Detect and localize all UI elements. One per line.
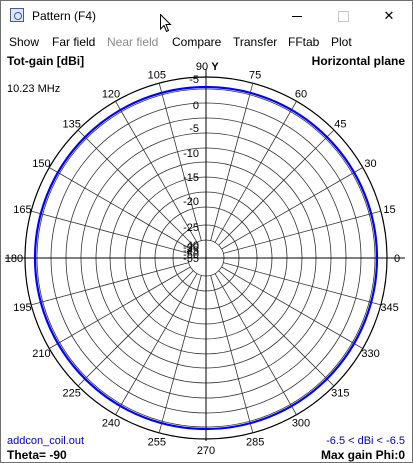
theta-label: Theta= -90 <box>7 448 67 462</box>
radial-label: -5 <box>189 123 199 135</box>
radial-label: -40 <box>183 240 199 252</box>
angle-label: 285 <box>246 437 264 449</box>
grid-spoke <box>214 101 297 243</box>
grid-spoke <box>158 83 202 241</box>
angle-label: 105 <box>148 69 166 81</box>
angle-label: 345 <box>380 302 398 314</box>
grid-spoke <box>77 270 194 387</box>
radial-label: -30 <box>183 242 199 254</box>
plane-label: Horizontal plane <box>311 54 405 68</box>
grid-spoke <box>214 273 297 415</box>
grid-spoke <box>221 266 363 349</box>
menu-compare[interactable]: Compare <box>172 35 222 49</box>
antenna-pattern-icon <box>10 8 24 22</box>
menu-near-field[interactable]: Near field <box>107 35 159 49</box>
angle-label: 165 <box>13 204 31 216</box>
grid-spoke <box>223 262 381 306</box>
menu-fftab[interactable]: FFtab <box>288 35 320 49</box>
radial-label: -10 <box>183 148 199 160</box>
radial-label: -25 <box>183 222 199 234</box>
mouse-pointer-icon <box>160 14 172 33</box>
angle-label: 225 <box>62 387 80 399</box>
grid-spoke <box>31 262 189 306</box>
grid-spoke <box>218 129 335 246</box>
grid-spoke <box>223 210 381 254</box>
minimize-button[interactable] <box>274 1 320 31</box>
menu-bar: Show Far field Near field Compare Transf… <box>1 32 412 52</box>
axis-label: Y <box>211 61 219 73</box>
angle-label: 300 <box>292 418 310 430</box>
grid-spoke <box>218 270 335 387</box>
radial-label: -5 <box>189 74 199 86</box>
file-name: addcon_coil.out <box>7 435 85 447</box>
angle-label: 0 <box>394 253 400 265</box>
gain-label: Tot-gain [dBi] <box>7 54 85 68</box>
angle-label: 330 <box>361 348 379 360</box>
gain-trace <box>33 85 379 431</box>
radial-label: -45 <box>183 245 199 257</box>
angle-label: 75 <box>249 69 261 81</box>
radial-label: -55 <box>183 253 199 265</box>
radial-label: -15 <box>183 172 199 184</box>
angle-label: 30 <box>364 158 376 170</box>
gain-range: -6.5 < dBi < -6.5 <box>326 435 405 447</box>
menu-far-field[interactable]: Far field <box>52 35 96 49</box>
angle-label: 15 <box>383 204 395 216</box>
grid-spoke <box>115 273 198 415</box>
window-title: Pattern (F4) <box>32 9 97 23</box>
angle-label: 135 <box>62 119 80 131</box>
frequency-label: 10.23 MHz <box>7 83 61 95</box>
title-bar[interactable]: Pattern (F4) ✕ <box>1 1 412 31</box>
angle-label: 210 <box>32 348 50 360</box>
angle-label: 45 <box>334 119 346 131</box>
polar-labels: 0 15 30 45 60 75 90 105 120 135 150 165 180 195 210 225… <box>5 61 400 457</box>
maximize-icon <box>337 10 349 22</box>
grid-spoke <box>158 275 202 433</box>
grid-spoke <box>49 167 191 250</box>
radial-label: -20 <box>183 196 199 208</box>
angle-label: 180 <box>5 253 23 265</box>
menu-show[interactable]: Show <box>9 35 40 49</box>
max-gain-label: Max gain Phi:0 <box>320 448 405 462</box>
grid-spoke <box>115 101 198 243</box>
angle-label: 60 <box>295 88 307 100</box>
close-button[interactable]: ✕ <box>366 1 412 31</box>
angle-label: 90 <box>196 61 208 73</box>
menu-transfer[interactable]: Transfer <box>233 35 278 49</box>
grid-spoke <box>31 210 189 254</box>
angle-label: 195 <box>13 302 31 314</box>
close-icon: ✕ <box>383 8 395 23</box>
grid-spoke <box>77 129 194 246</box>
angle-label: 270 <box>197 445 215 457</box>
polar-grid <box>5 69 405 441</box>
grid-spoke <box>210 83 254 241</box>
radial-label: -50 <box>183 249 199 261</box>
angle-label: 255 <box>148 437 166 449</box>
minimize-icon <box>292 15 302 17</box>
angle-label: 150 <box>32 158 50 170</box>
angle-label: 240 <box>102 418 120 430</box>
angle-label: 315 <box>331 387 349 399</box>
grid-spoke <box>221 167 363 250</box>
grid-spoke <box>49 266 191 349</box>
menu-plot[interactable]: Plot <box>331 35 352 49</box>
angle-label: 120 <box>102 88 120 100</box>
maximize-button[interactable] <box>320 1 366 31</box>
grid-spoke <box>210 275 254 433</box>
radial-label: 0 <box>193 100 199 112</box>
